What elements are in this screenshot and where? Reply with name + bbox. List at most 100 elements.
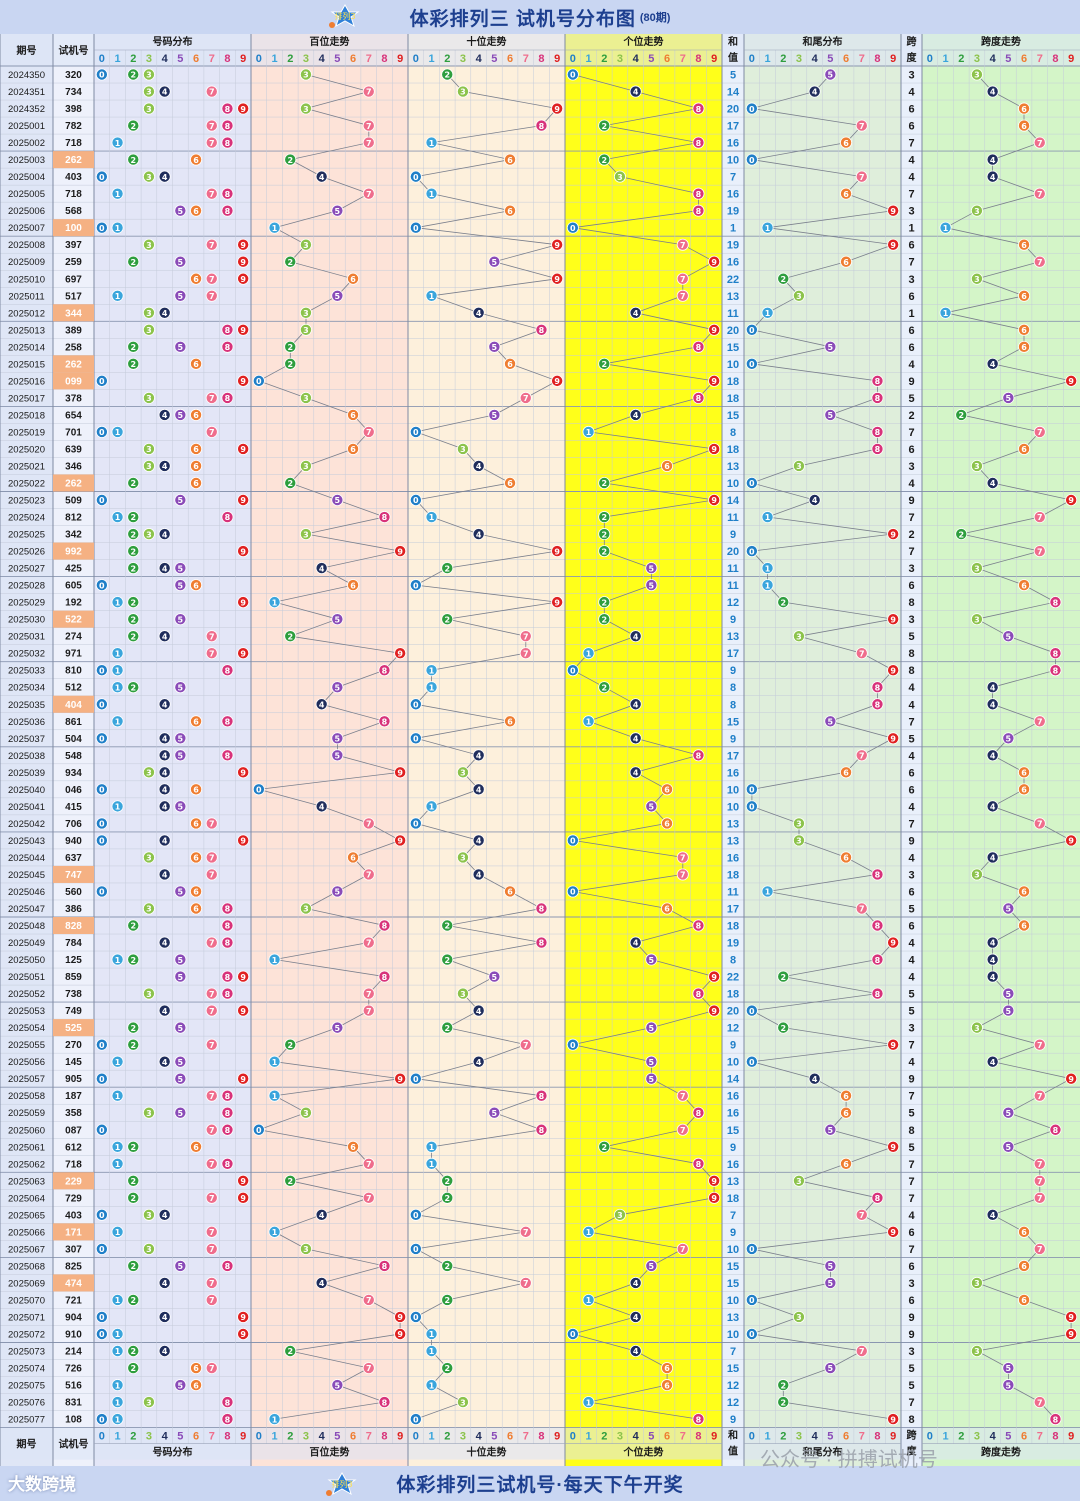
hundreds-ball-circle [299,323,312,336]
hundreds-ball-circle [299,238,312,251]
span-value: 4 [908,87,915,99]
distribution-ball-circle [174,885,187,898]
hundreds-ball: 5 [331,749,344,762]
distribution-ball: 3 [142,987,155,1000]
distribution-ball-circle [221,749,234,762]
sum-tail-ball-digit: 1 [765,513,771,522]
distribution-ball-circle [127,511,140,524]
distribution-ball: 0 [95,1413,108,1426]
sum-tail-ball: 8 [871,698,884,711]
hundreds-ball-circle [394,647,407,660]
span-ball: 2 [955,528,968,541]
distribution-ball: 0 [95,1038,108,1051]
distribution-ball-digit: 1 [115,1228,121,1237]
distribution-ball-digit: 5 [178,683,184,692]
distribution-ball: 0 [95,221,108,234]
units-ball-digit: 9 [711,973,717,982]
span-ball-digit: 5 [1006,394,1012,403]
distribution-ball-digit: 6 [193,1143,199,1152]
distribution-ball-digit: 5 [178,1381,184,1390]
distribution-ball: 4 [158,459,171,472]
distribution-ball-digit: 4 [162,939,168,948]
bottom-sum-header-top: 和 [727,1429,738,1442]
top-dist-section-header: 号码分布 [153,35,193,48]
trial-number: 270 [65,1040,82,1051]
span-ball-circle [1033,255,1046,268]
top-spt-digit-header: 2 [958,53,964,65]
distribution-ball-digit: 5 [178,207,184,216]
sum-value: 18 [727,921,739,933]
span-value: 3 [908,1346,914,1358]
distribution-ball-circle [190,579,203,592]
distribution-ball: 6 [190,153,203,166]
span-ball: 4 [986,85,999,98]
top-uni-digit-header: 8 [695,53,701,65]
distribution-ball: 6 [190,1362,203,1375]
hundreds-ball-circle [284,630,297,643]
span-ball-circle [1033,136,1046,149]
distribution-ball: 7 [205,817,218,830]
sum-tail-ball-circle [887,204,900,217]
units-ball: 6 [661,783,674,796]
distribution-ball-circle [95,817,108,830]
hundreds-ball-circle [362,425,375,438]
span-ball-circle [986,698,999,711]
sum-value: 16 [727,138,739,150]
units-ball-circle [629,306,642,319]
span-ball-circle [1033,187,1046,200]
bottom-ten-digit-header: 8 [538,1431,544,1443]
tens-ball: 0 [409,1413,422,1426]
distribution-ball-digit: 4 [162,462,168,471]
tens-ball-circle [441,1362,454,1375]
hundreds-ball-circle [347,272,360,285]
distribution-ball: 2 [127,1191,140,1204]
distribution-ball-circle [237,1004,250,1017]
tens-ball-digit: 4 [476,530,482,539]
distribution-ball-circle [95,1072,108,1085]
distribution-ball-digit: 8 [225,1398,231,1407]
tens-ball: 6 [504,476,517,489]
top-span-header-bottom: 度 [907,51,918,64]
sum-tail-ball-digit: 8 [875,700,881,709]
units-ball-circle [645,579,658,592]
distribution-ball: 0 [95,834,108,847]
hundreds-ball-circle [268,953,281,966]
hundreds-ball-digit: 5 [335,292,341,301]
span-ball-digit: 6 [1021,241,1027,250]
span-ball-digit: 7 [1037,547,1043,556]
trial-number: 171 [65,1227,82,1238]
sum-tail-ball-digit: 9 [890,1415,896,1424]
top-uni-section-header: 个位走势 [623,35,664,48]
sum-value: 16 [727,852,739,864]
hundreds-ball-circle [331,204,344,217]
distribution-ball-digit: 6 [193,581,199,590]
tens-ball-circle [441,1259,454,1272]
tens-ball-digit: 9 [554,377,560,386]
distribution-ball-digit: 2 [130,683,136,692]
units-ball-circle [645,562,658,575]
span-ball-digit: 9 [1068,377,1074,386]
distribution-ball-circle [111,425,124,438]
hundreds-ball: 3 [299,238,312,251]
sum-tail-ball: 3 [792,817,805,830]
units-ball-circle [645,1021,658,1034]
distribution-ball: 1 [111,953,124,966]
issue-number: 2025076 [8,1398,45,1409]
tens-ball: 1 [425,136,438,149]
sum-tail-ball-digit: 2 [780,973,786,982]
units-ball-digit: 7 [680,275,686,284]
sum-tail-ball-digit: 5 [828,1126,834,1135]
span-value: 2 [908,529,914,541]
distribution-ball: 9 [237,834,250,847]
hundreds-ball-circle [331,681,344,694]
sum-tail-ball-digit: 0 [749,1245,755,1254]
hundreds-ball-digit: 1 [272,1415,278,1424]
hundreds-ball-circle [331,494,344,507]
distribution-ball-circle [190,357,203,370]
distribution-ball: 7 [205,136,218,149]
sum-value: 19 [727,206,739,218]
distribution-ball-circle [190,885,203,898]
hundreds-ball-digit: 6 [350,445,356,454]
sum-tail-ball: 4 [808,1072,821,1085]
span-ball-digit: 6 [1021,786,1027,795]
